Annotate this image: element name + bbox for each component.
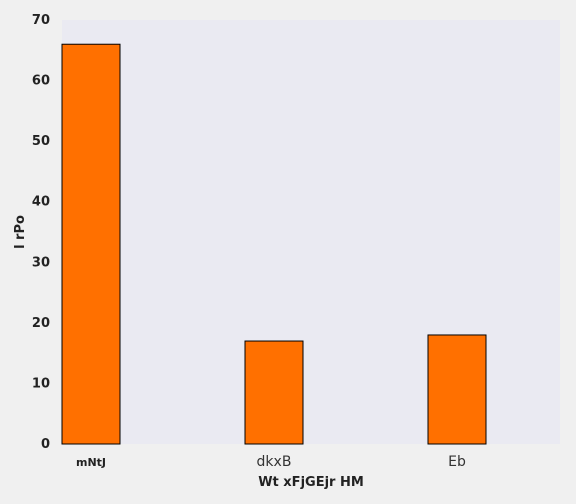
y-tick-label: 60 — [32, 74, 50, 89]
x-tick-label: mNtJ — [76, 456, 106, 469]
y-axis-ticks: 0 10 20 30 40 50 60 70 — [32, 13, 50, 452]
x-axis-title: Wt xFjGEjr HM — [258, 475, 364, 490]
x-tick-label: Eb — [448, 454, 466, 470]
x-tick-label: dkxB — [257, 454, 292, 470]
bar-mntj — [61, 43, 121, 445]
bars-group — [61, 43, 487, 445]
x-axis-ticks: mNtJ dkxB Eb — [76, 454, 466, 470]
y-tick-label: 70 — [32, 13, 50, 28]
y-tick-label: 40 — [32, 195, 50, 210]
y-tick-label: 50 — [32, 134, 50, 149]
y-tick-label: 30 — [32, 255, 50, 270]
bar-eb — [427, 334, 487, 445]
bar-dkxb — [244, 340, 304, 445]
y-tick-label: 10 — [32, 376, 50, 391]
y-tick-label: 0 — [41, 437, 50, 452]
y-tick-label: 20 — [32, 316, 50, 331]
y-axis-title: l rPo — [13, 215, 28, 249]
